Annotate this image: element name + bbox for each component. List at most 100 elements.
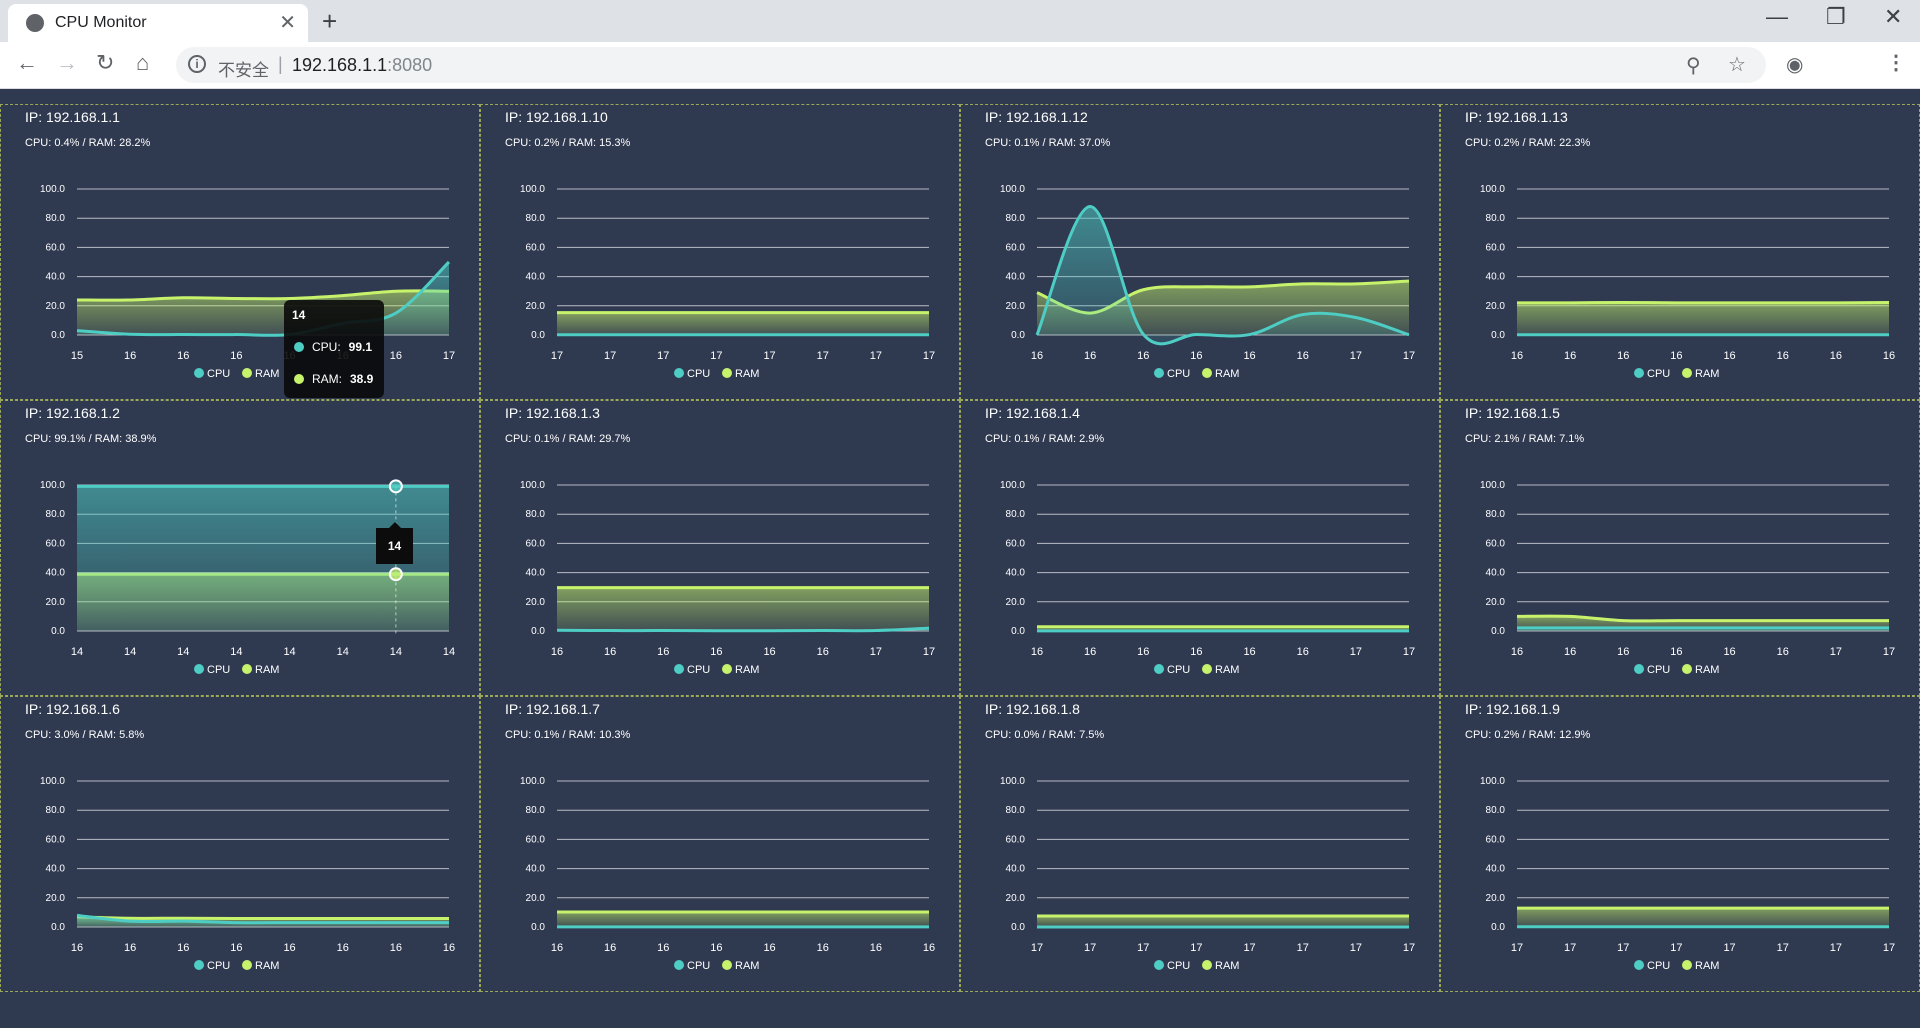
monitor-panel[interactable]: IP: 192.168.1.13 CPU: 0.2% / RAM: 22.3% 10… (1440, 104, 1920, 400)
x-tick-label: 16 (337, 942, 349, 954)
x-tick-label: 16 (230, 942, 242, 954)
cpu-point (768, 629, 772, 633)
y-tick-label: 100.0 (40, 184, 65, 195)
monitor-panel[interactable]: IP: 192.168.1.2 CPU: 99.1% / RAM: 38.9% 10… (0, 400, 480, 696)
ram-area (1517, 908, 1889, 927)
cpu-point (714, 333, 718, 337)
ram-point (1781, 906, 1785, 910)
menu-icon[interactable]: ⋮ (1886, 52, 1906, 74)
cpu-legend-label: CPU (207, 368, 230, 380)
ram-point (1035, 625, 1039, 629)
cpu-point (288, 921, 292, 925)
camera-icon[interactable]: ◉ (1786, 54, 1804, 76)
ram-point (927, 586, 931, 590)
x-tick-label: 14 (390, 646, 402, 658)
monitor-panel[interactable]: IP: 192.168.1.6 CPU: 3.0% / RAM: 5.8% 100.… (0, 696, 480, 992)
x-tick-label: 16 (1617, 350, 1629, 362)
cpu-point (75, 484, 79, 488)
y-tick-label: 20.0 (526, 597, 546, 608)
x-tick-label: 16 (1511, 350, 1523, 362)
cpu-point (555, 628, 559, 632)
monitor-panel[interactable]: IP: 192.168.1.9 CPU: 0.2% / RAM: 12.9% 100… (1440, 696, 1920, 992)
cpu-point (661, 333, 665, 337)
ram-legend-icon (242, 368, 252, 378)
ram-point (1194, 285, 1198, 289)
y-tick-label: 40.0 (1486, 568, 1506, 579)
cpu-legend-label: CPU (687, 664, 710, 676)
cpu-point (1834, 333, 1838, 337)
cpu-point (1515, 925, 1519, 929)
monitor-panel[interactable]: IP: 192.168.1.4 CPU: 0.1% / RAM: 2.9% 100.… (960, 400, 1440, 696)
cpu-point (1674, 626, 1678, 630)
tooltip-ram-row: RAM: 38.9 (294, 372, 373, 386)
x-tick-label: 16 (283, 942, 295, 954)
x-tick-label: 16 (870, 942, 882, 954)
ram-legend-label: RAM (735, 368, 759, 380)
line-chart: 100.0 80.0 60.0 40.0 20.0 0.0 16 16 16 16 16 16 16 16… (520, 776, 935, 972)
cpu-point (1834, 925, 1838, 929)
ram-legend-label: RAM (1695, 664, 1719, 676)
cpu-point (768, 925, 772, 929)
cpu-point (234, 484, 238, 488)
ram-point (1674, 906, 1678, 910)
x-tick-label: 16 (1243, 646, 1255, 658)
browser-tab[interactable]: CPU Monitor ✕ (8, 4, 308, 42)
cpu-point (1141, 629, 1145, 633)
x-tick-label: 16 (1670, 646, 1682, 658)
y-tick-label: 40.0 (526, 272, 546, 283)
x-tick-label: 16 (1243, 350, 1255, 362)
y-tick-label: 100.0 (1480, 776, 1505, 787)
ram-legend-label: RAM (1215, 960, 1239, 972)
monitor-panel[interactable]: IP: 192.168.1.12 CPU: 0.1% / RAM: 37.0% 10… (960, 104, 1440, 400)
ram-area (1517, 302, 1889, 335)
x-tick-label: 16 (177, 350, 189, 362)
new-tab-button[interactable]: + (322, 6, 338, 36)
monitor-panel[interactable]: IP: 192.168.1.7 CPU: 0.1% / RAM: 10.3% 100… (480, 696, 960, 992)
monitor-panel[interactable]: IP: 192.168.1.5 CPU: 2.1% / RAM: 7.1% 100.… (1440, 400, 1920, 696)
ram-point (1301, 914, 1305, 918)
minimize-icon[interactable]: — (1766, 4, 1788, 29)
info-icon[interactable]: i (188, 55, 206, 73)
ram-point (234, 297, 238, 301)
x-tick-label: 17 (923, 646, 935, 658)
y-tick-label: 60.0 (526, 834, 546, 845)
star-icon[interactable]: ☆ (1728, 54, 1746, 76)
back-icon[interactable]: ← (16, 50, 38, 75)
monitor-panel[interactable]: IP: 192.168.1.8 CPU: 0.0% / RAM: 7.5% 100.… (960, 696, 1440, 992)
y-tick-label: 80.0 (46, 805, 66, 816)
y-tick-label: 0.0 (1491, 330, 1505, 341)
restore-icon[interactable]: ❐ (1826, 4, 1846, 29)
x-tick-label: 17 (1403, 646, 1415, 658)
x-tick-label: 14 (177, 646, 189, 658)
panel-ip-label: IP: 192.168.1.9 (1465, 701, 1560, 717)
url-port: :8080 (387, 55, 433, 75)
monitor-panel[interactable]: IP: 192.168.1.1 CPU: 0.4% / RAM: 28.2% 100… (0, 104, 480, 400)
cpu-legend-icon (674, 368, 684, 378)
x-tick-label: 16 (1084, 646, 1096, 658)
close-icon[interactable]: ✕ (1884, 4, 1903, 29)
zoom-out-icon[interactable]: ⚲ (1686, 55, 1701, 77)
ram-point (608, 586, 612, 590)
cpu-point (821, 629, 825, 633)
monitor-panel[interactable]: IP: 192.168.1.3 CPU: 0.1% / RAM: 29.7% 100… (480, 400, 960, 696)
tooltip-cpu-label: CPU: (312, 340, 341, 354)
reload-icon[interactable]: ↻ (96, 50, 115, 75)
ram-point (1248, 914, 1252, 918)
x-tick-label: 17 (817, 350, 829, 362)
ram-point (821, 586, 825, 590)
x-tick-label: 16 (1297, 646, 1309, 658)
cpu-point (394, 921, 398, 925)
x-tick-label: 16 (1670, 350, 1682, 362)
x-tick-label: 16 (763, 646, 775, 658)
tab-close-icon[interactable]: ✕ (279, 12, 296, 34)
monitor-panel[interactable]: IP: 192.168.1.10 CPU: 0.2% / RAM: 15.3% 10… (480, 104, 960, 400)
home-icon[interactable]: ⌂ (136, 50, 150, 75)
ram-point (555, 311, 559, 315)
cpu-legend-label: CPU (1647, 960, 1670, 972)
address-bar[interactable]: i 不安全 | 192.168.1.1:8080 ⚲ ☆ (176, 47, 1766, 83)
x-tick-label: 17 (1350, 942, 1362, 954)
x-tick-label: 16 (1190, 350, 1202, 362)
forward-icon[interactable]: → (56, 50, 78, 75)
cpu-highlight-point (388, 479, 403, 494)
x-tick-label: 17 (1883, 646, 1895, 658)
